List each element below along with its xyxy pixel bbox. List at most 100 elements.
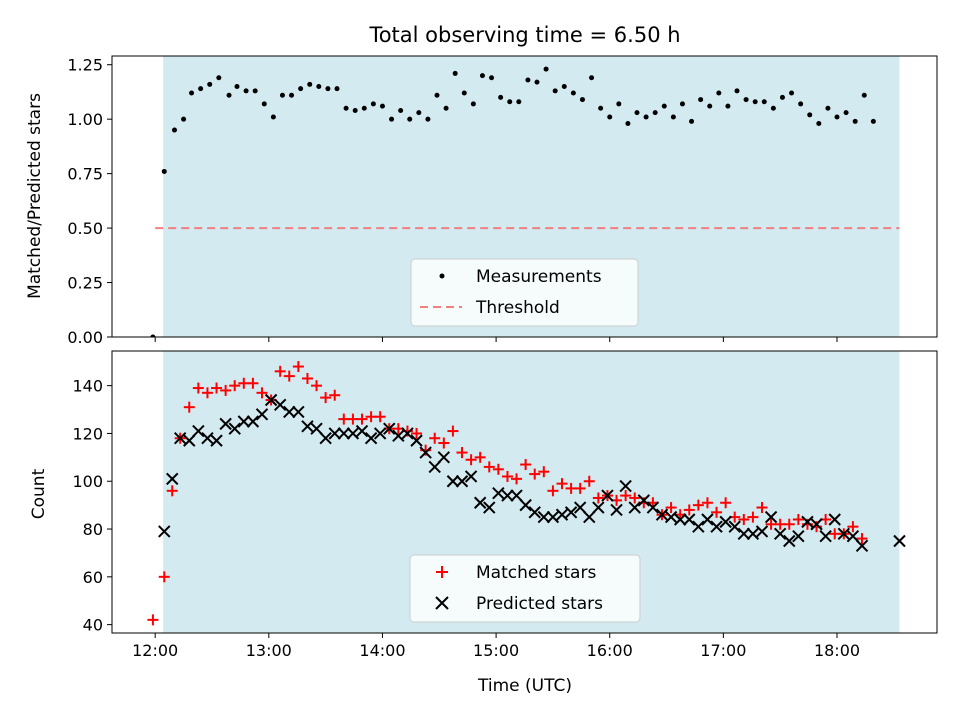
measurement-point (698, 97, 704, 103)
matched-stars-point (301, 372, 313, 384)
predicted-stars-point (492, 486, 505, 500)
measurement-point (434, 92, 440, 98)
predicted-stars-point (501, 489, 514, 502)
measurement-point (534, 79, 540, 85)
measurement-point (470, 101, 476, 107)
predicted-stars-point (464, 470, 478, 483)
matched-stars-point (411, 427, 423, 439)
matched-stars-point (192, 382, 204, 394)
predicted-stars-point (401, 427, 414, 440)
bottom-x-tick-label: 18:00 (814, 641, 860, 660)
matched-stars-point (429, 432, 441, 444)
predicted-stars-point (192, 424, 205, 438)
matched-stars-point (465, 454, 477, 466)
measurement-point (352, 107, 358, 113)
predicted-stars-point (383, 422, 396, 435)
legend-measurements-marker (439, 273, 445, 279)
predicted-stars-point (893, 534, 906, 548)
measurement-point (325, 86, 331, 92)
bottom-x-tick-label: 17:00 (700, 641, 746, 660)
predicted-stars-point (646, 501, 660, 514)
predicted-stars-point (310, 422, 323, 435)
measurement-point (825, 105, 831, 111)
measurement-point (343, 105, 349, 111)
predicted-stars-point (446, 475, 460, 488)
measurement-point (834, 114, 840, 120)
measurement-point (743, 97, 749, 103)
measurement-point (607, 114, 613, 120)
bottom-y-tick-label: 120 (72, 424, 103, 443)
measurement-point (734, 88, 740, 94)
measurement-point (525, 77, 531, 83)
measurement-point (207, 81, 213, 87)
measurement-point (226, 92, 232, 98)
predicted-stars-point (473, 496, 487, 509)
predicted-stars-point (583, 510, 596, 524)
top-y-tick-label: 0.25 (67, 274, 103, 293)
matched-stars-point (856, 533, 868, 545)
measurement-point (634, 110, 640, 116)
predicted-stars-point (328, 427, 341, 440)
measurement-point (598, 105, 604, 111)
top-y-tick-label: 0.75 (67, 165, 103, 184)
bottom-y-tick-label: 60 (83, 568, 103, 587)
measurement-point (779, 94, 785, 100)
measurement-point (181, 116, 187, 122)
matched-stars-point (158, 571, 170, 583)
matched-stars-point (683, 504, 695, 516)
predicted-stars-point (728, 520, 741, 533)
predicted-stars-point (810, 518, 823, 531)
measurement-point (689, 118, 695, 124)
matched-stars-point (692, 499, 704, 511)
measurement-point (279, 92, 285, 98)
predicted-stars-point (292, 405, 305, 419)
matched-stars-point (256, 387, 268, 399)
matched-stars-point (474, 451, 486, 463)
predicted-stars-point (273, 398, 287, 411)
matched-stars-point (320, 392, 332, 404)
measurement-point (289, 92, 295, 98)
legend-predicted-marker (435, 596, 449, 610)
predicted-stars-point (773, 527, 787, 541)
bottom-legend: Matched stars Predicted stars (409, 554, 641, 623)
matched-stars-point (283, 370, 295, 382)
matched-stars-point (501, 470, 513, 482)
matched-stars-point (620, 490, 632, 502)
legend-predicted-label: Predicted stars (476, 594, 603, 614)
measurement-point (234, 83, 240, 89)
measurement-point (443, 105, 449, 111)
measurement-point (707, 103, 713, 109)
bottom-x-tick-label: 13:00 (246, 641, 292, 660)
predicted-stars-point (555, 508, 569, 521)
bottom-y-axis-label: Count (29, 468, 49, 519)
predicted-stars-point (337, 427, 351, 440)
matched-stars-point (738, 513, 750, 525)
matched-stars-point (166, 485, 178, 497)
measurement-point (670, 114, 676, 120)
predicted-stars-point (166, 472, 179, 486)
matched-stars-point (292, 361, 304, 373)
measurement-point (425, 116, 431, 122)
predicted-stars-point (237, 415, 251, 428)
predicted-stars-point (210, 434, 223, 447)
measurement-point (852, 118, 858, 124)
predicted-stars-point (792, 530, 805, 543)
measurement-point (516, 99, 522, 105)
measurement-point (161, 168, 167, 174)
predicted-stars-point (437, 451, 451, 464)
predicted-stars-point (573, 501, 587, 514)
matched-stars-point (483, 461, 495, 473)
predicted-stars-point (173, 432, 187, 445)
measurement-point (716, 90, 722, 96)
predicted-stars-point (455, 475, 469, 488)
predicted-stars-point (846, 530, 860, 543)
bottom-x-tick-label: 15:00 (473, 641, 519, 660)
chart-title: Total observing time = 6.50 h (368, 23, 680, 47)
measurement-point (725, 103, 731, 109)
legend-measurements-label: Measurements (476, 267, 602, 287)
measurement-point (752, 99, 758, 105)
bottom-y-tick-label: 140 (72, 377, 103, 396)
top-y-tick-label: 1.00 (67, 110, 103, 129)
measurement-point (307, 81, 313, 87)
